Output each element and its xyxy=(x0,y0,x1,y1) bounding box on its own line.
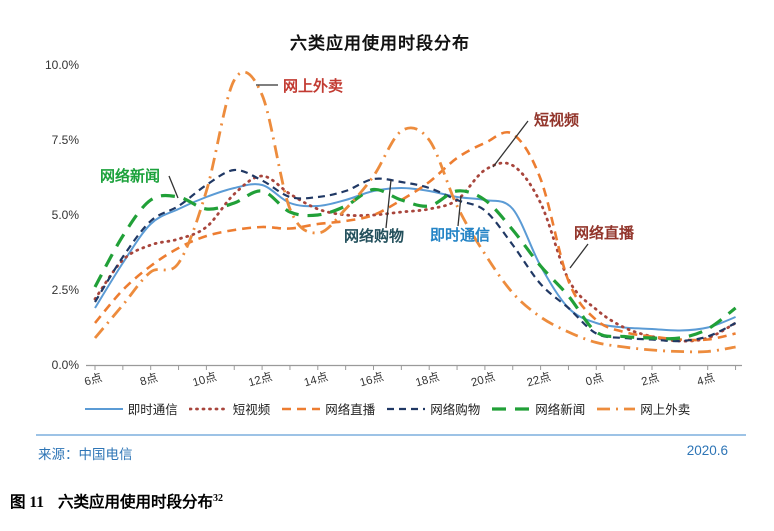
annotation-label: 网络新闻 xyxy=(100,167,160,185)
figure-number: 图 11 xyxy=(10,494,45,511)
annotation-label: 短视频 xyxy=(534,111,579,129)
annotation-pointer-line xyxy=(385,179,392,229)
annotation-instant-messaging: 即时通信 xyxy=(430,195,490,244)
legend-item-live-streaming: 网络直播 xyxy=(281,399,375,418)
legend-item-food-delivery: 网上外卖 xyxy=(596,399,690,418)
legend-label-online-news: 网络新闻 xyxy=(535,403,586,417)
x-axis-label: 18点 xyxy=(414,370,441,389)
source-date: 2020.6 xyxy=(686,443,728,458)
footnote-reference: 32 xyxy=(213,492,224,504)
y-axis-label: 7.5% xyxy=(52,133,80,147)
x-axis-label: 2点 xyxy=(640,371,661,388)
legend-line-sample-online-news xyxy=(492,406,531,411)
annotation-pointer-line xyxy=(457,195,462,227)
x-axis-label: 12点 xyxy=(247,370,274,389)
legend-item-online-news: 网络新闻 xyxy=(491,399,585,418)
figure-caption: 图 11 六类应用使用时段分布32 xyxy=(10,490,223,512)
series-line-online-shopping xyxy=(94,168,737,343)
legend-label-short-video: 短视频 xyxy=(232,403,271,417)
legend-label-instant-messaging: 即时通信 xyxy=(127,403,178,417)
legend-line-sample-short-video xyxy=(188,407,229,410)
legend-line-sample-food-delivery xyxy=(597,407,636,410)
x-axis-label: 16点 xyxy=(358,370,385,389)
annotation-pointer-line xyxy=(168,175,179,199)
legend-line-sample-online-shopping xyxy=(387,407,426,410)
source-divider-line xyxy=(36,434,746,436)
legend-item-short-video: 短视频 xyxy=(188,399,271,418)
x-axis-label: 8点 xyxy=(139,371,160,388)
annotation-label: 网上外卖 xyxy=(283,77,343,95)
x-axis-label: 10点 xyxy=(191,370,218,389)
series-line-live-streaming xyxy=(94,131,736,342)
legend-label-food-delivery: 网上外卖 xyxy=(640,403,691,417)
x-axis-label: 22点 xyxy=(525,370,552,389)
series-line-food-delivery xyxy=(93,70,736,354)
y-axis-label: 10.0% xyxy=(45,58,79,72)
chart-plot: 6点 8点 10点 12点 14点 16点 18点 20点 22点 0点 2点 4点 10.0% 7.5%… xyxy=(45,58,742,389)
annotation-short-video: 短视频 xyxy=(492,111,579,168)
y-axis-label: 0.0% xyxy=(52,358,80,372)
legend-line-sample-live-streaming xyxy=(282,407,321,410)
legend-item-online-shopping: 网络购物 xyxy=(386,399,480,418)
annotation-pointer-line xyxy=(569,243,589,269)
legend-item-instant-messaging: 即时通信 xyxy=(84,399,178,418)
series-line-short-video xyxy=(93,161,737,343)
source-label: 来源：中国电信 xyxy=(38,447,133,462)
chart-title: 六类应用使用时段分布 xyxy=(290,34,470,53)
y-axis-label: 5.0% xyxy=(52,208,80,222)
legend-label-online-shopping: 网络购物 xyxy=(430,403,481,417)
series-line-online-news xyxy=(93,187,737,341)
annotation-food-delivery: 网上外卖 xyxy=(256,77,343,95)
chart-legend: 即时通信 短视频 网络直播 网络购物 网络新闻 网上外卖 xyxy=(0,399,774,418)
annotation-label: 网络购物 xyxy=(344,227,404,245)
x-axis-label: 6点 xyxy=(83,371,104,388)
x-axis-label: 14点 xyxy=(303,370,330,389)
x-axis-label: 20点 xyxy=(470,370,497,389)
annotation-label: 即时通信 xyxy=(430,226,490,244)
legend-line-sample-instant-messaging xyxy=(84,407,123,410)
annotation-online-news: 网络新闻 xyxy=(100,167,179,199)
annotation-label: 网络直播 xyxy=(574,224,635,242)
y-axis-label: 2.5% xyxy=(52,283,80,297)
legend-label-live-streaming: 网络直播 xyxy=(325,403,376,417)
annotation-online-shopping: 网络购物 xyxy=(344,179,404,245)
x-axis-label: 4点 xyxy=(696,371,717,388)
annotation-pointer-line xyxy=(492,120,529,168)
figure-caption-text: 六类应用使用时段分布 xyxy=(58,494,214,511)
x-axis-label: 0点 xyxy=(584,371,605,388)
source-row: 来源：中国电信 2020.6 xyxy=(38,443,728,463)
annotation-live-streaming: 网络直播 xyxy=(569,224,635,269)
